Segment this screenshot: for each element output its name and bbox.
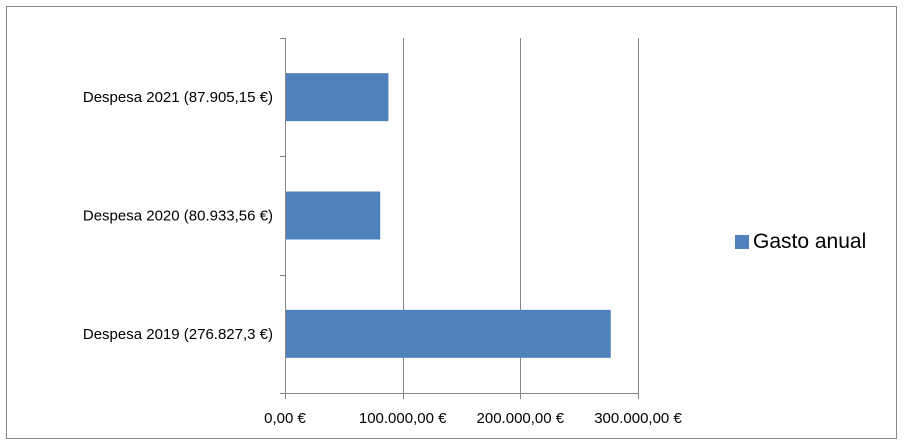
bar-1	[285, 191, 381, 240]
x-tick-label-0: 0,00 €	[264, 410, 306, 427]
x-tick-label-2: 200.000,00 €	[477, 410, 565, 427]
axis-labels: Despesa 2019 (276.827,3 €) Despesa 2020 (…	[83, 89, 683, 427]
category-label-2: Despesa 2021 (87.905,15 €)	[83, 89, 273, 106]
bar-0	[285, 309, 611, 358]
legend-swatch	[735, 235, 749, 249]
x-tick-label-3: 300.000,00 €	[594, 410, 682, 427]
legend-label: Gasto anual	[753, 230, 866, 253]
chart-area	[6, 6, 897, 439]
axes	[280, 38, 639, 399]
legend: Gasto anual	[735, 230, 866, 253]
x-tick-label-1: 100.000,00 €	[359, 410, 447, 427]
category-label-1: Despesa 2020 (80.933,56 €)	[83, 208, 273, 225]
category-label-0: Despesa 2019 (276.827,3 €)	[83, 326, 273, 343]
bar-2	[285, 73, 389, 122]
bars	[285, 73, 611, 358]
